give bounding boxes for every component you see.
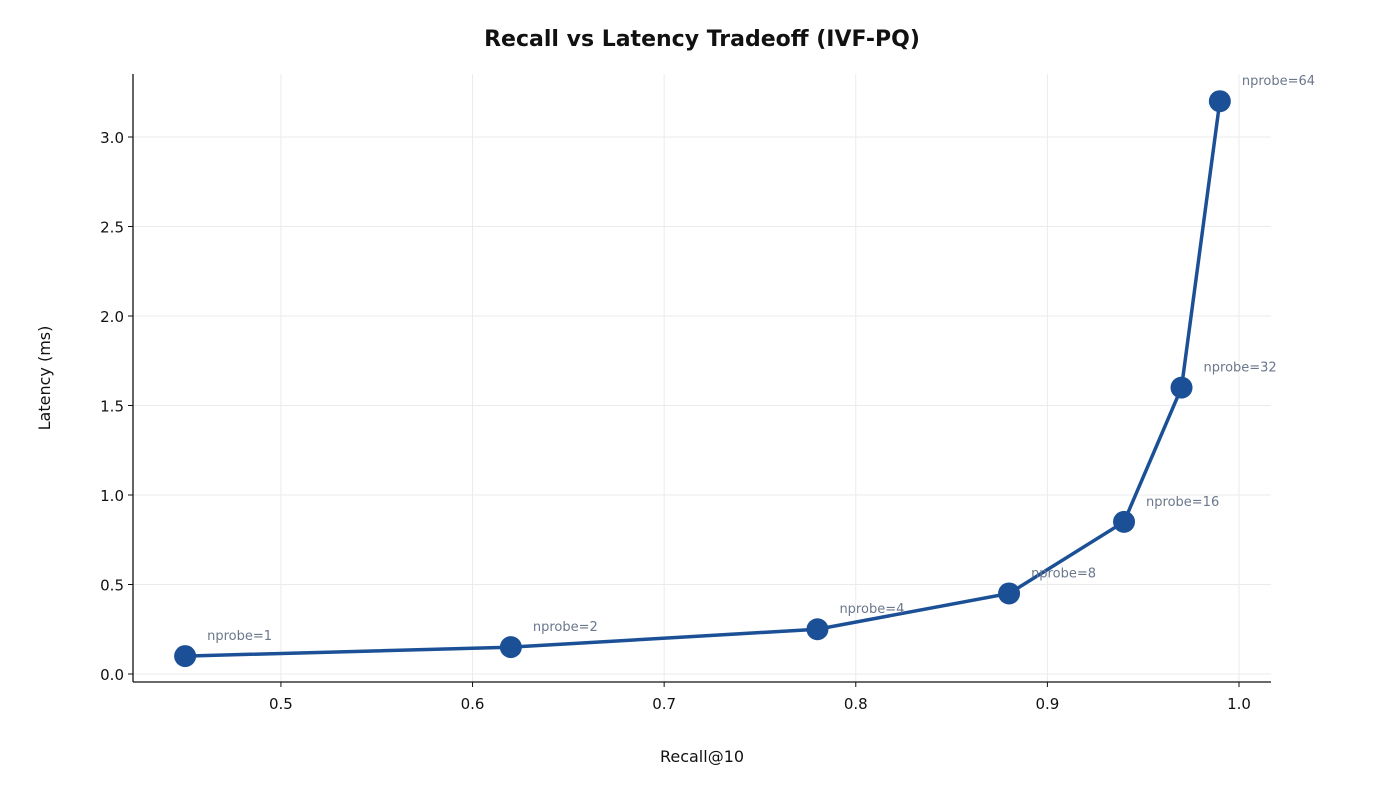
x-tick-label: 0.8 — [844, 695, 868, 713]
y-tick-label: 0.0 — [100, 666, 124, 684]
point — [1208, 90, 1231, 113]
y-axis-label: Latency (ms) — [35, 326, 54, 431]
point — [998, 582, 1021, 605]
point-label: nprobe=8 — [1031, 566, 1096, 581]
point-label: nprobe=32 — [1204, 361, 1277, 376]
chart-title: Recall vs Latency Tradeoff (IVF-PQ) — [484, 27, 920, 52]
y-tick-label: 1.5 — [100, 398, 124, 416]
x-tick-label: 0.5 — [269, 695, 293, 713]
point-label: nprobe=4 — [839, 602, 904, 617]
x-tick-label: 0.7 — [652, 695, 676, 713]
x-axis-label: Recall@10 — [660, 747, 744, 766]
point — [1170, 376, 1193, 399]
point-label: nprobe=2 — [533, 620, 598, 635]
y-tick-label: 3.0 — [100, 129, 124, 147]
y-tick-label: 0.5 — [100, 577, 124, 595]
point-label: nprobe=16 — [1146, 495, 1219, 510]
point-label: nprobe=1 — [207, 629, 272, 644]
point — [174, 645, 197, 668]
y-tick-label: 2.0 — [100, 308, 124, 326]
point-label: nprobe=64 — [1242, 74, 1315, 89]
point — [499, 636, 522, 659]
y-tick-label: 1.0 — [100, 487, 124, 505]
y-tick-label: 2.5 — [100, 219, 124, 237]
x-tick-label: 1.0 — [1227, 695, 1251, 713]
point — [806, 618, 829, 641]
point — [1113, 510, 1136, 533]
x-tick-label: 0.6 — [461, 695, 485, 713]
x-tick-label: 0.9 — [1035, 695, 1059, 713]
